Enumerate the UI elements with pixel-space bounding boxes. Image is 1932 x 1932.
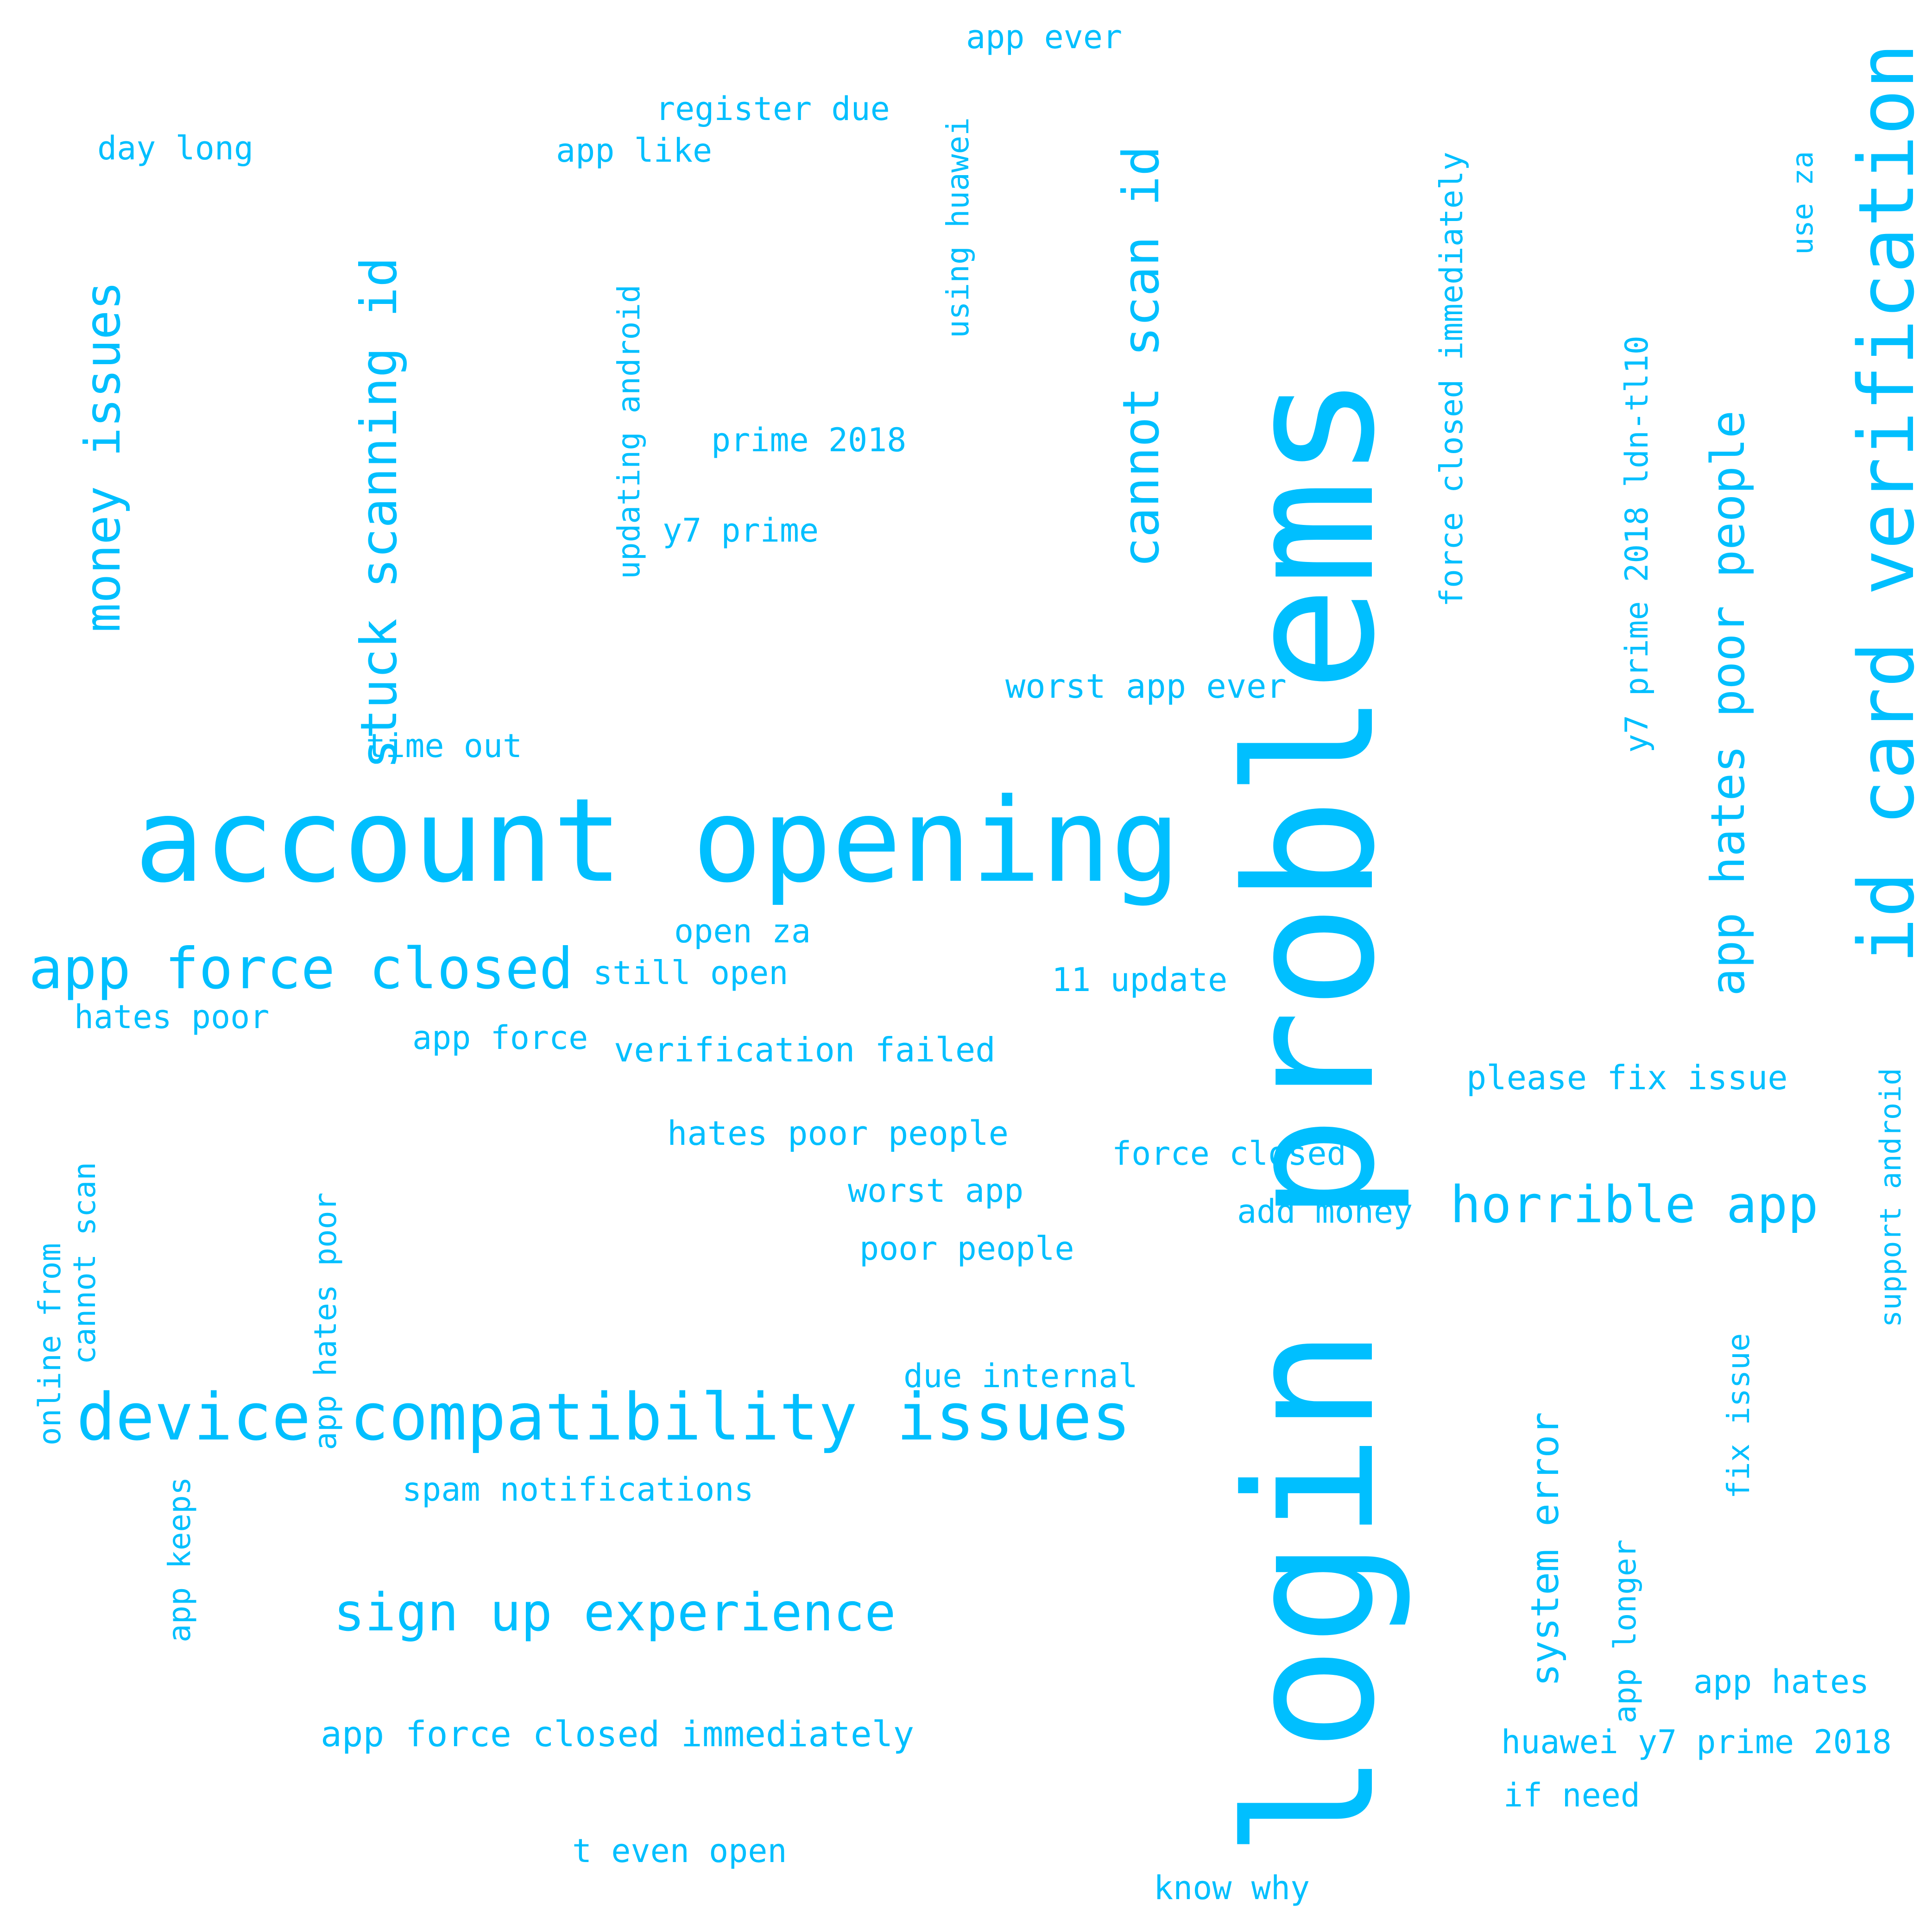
word-y7-prime: y7 prime [663,511,819,549]
word-app-keeps: app keeps [162,1477,197,1642]
word-register-due: register due [656,90,890,128]
word-poor-people: poor people [859,1230,1074,1268]
word-cannot-scan: cannot scan [67,1162,102,1364]
word-id-card-verification: id card verification [1842,43,1931,964]
word-app-hates-poor: app hates poor [308,1192,343,1450]
word-fix-issue: fix issue [1721,1333,1756,1499]
word-updating-android: updating android [611,284,647,579]
word-app-force: app force [412,1019,588,1057]
word-still-open: still open [593,954,789,992]
word-hates-poor: hates poor [74,998,270,1036]
word-verification-failed: verification failed [614,1030,996,1069]
word-spam-notifications: spam notifications [402,1471,754,1509]
word-sign-up-experience: sign up experience [334,1583,896,1643]
word-app-hates: app hates [1693,1663,1869,1701]
word-know-why: know why [1154,1869,1310,1907]
word-app-hates-poor-people: app hates poor people [1701,410,1755,996]
word-horrible-app: horrible app [1450,1175,1818,1234]
word-y7-prime-2018-ldn-tl10: y7 prime 2018 ldn-tl10 [1619,335,1655,753]
word-hates-poor-people: hates poor people [667,1114,1009,1153]
word-cannot-scan-id: cannot scan id [1112,145,1170,568]
word-day-long: day long [97,129,254,167]
word-device-compatibility-issues: device compatibility issues [76,1380,1131,1455]
word-app-like: app like [556,132,713,170]
word-add-money: add money [1237,1193,1413,1231]
word-app-longer: app longer [1607,1539,1643,1724]
word-prime-2018: prime 2018 [711,421,907,459]
word-time-out: time out [366,727,523,765]
word-online-from: online from [32,1243,68,1446]
word-please-fix-issue: please fix issue [1466,1058,1788,1097]
word-support-android: support android [1874,1068,1907,1327]
word-huawei-y7-prime-2018: huawei y7 prime 2018 [1501,1723,1892,1761]
word-stuck-scanning-id: stuck scanning id [350,257,408,769]
word-t-even-open: t even open [572,1832,787,1870]
word-app-force-closed: app force closed [29,936,574,1002]
word-worst-app: worst app [848,1172,1024,1210]
word-open-za: open za [674,912,811,950]
word-login-problems: login problems [1208,374,1414,1858]
word-system-error: system error [1523,1412,1567,1686]
word-force-closed: force closed [1112,1135,1346,1173]
word-money-issues: money issues [75,281,131,632]
word-using-huawei: using huawei [940,117,976,338]
word-app-force-closed-immediately: app force closed immediately [321,1713,915,1755]
word-worst-app-ever: worst app ever [1005,667,1287,706]
word-use-za: use za [1786,151,1819,255]
word-app-ever: app ever [966,18,1123,56]
word-account-opening: account opening [134,773,1181,908]
word-11-update: 11 update [1052,961,1228,999]
word-due-internal: due internal [903,1357,1138,1395]
word-force-closed-immediately: force closed immediately [1433,152,1470,607]
word-if-need: if need [1503,1776,1641,1814]
